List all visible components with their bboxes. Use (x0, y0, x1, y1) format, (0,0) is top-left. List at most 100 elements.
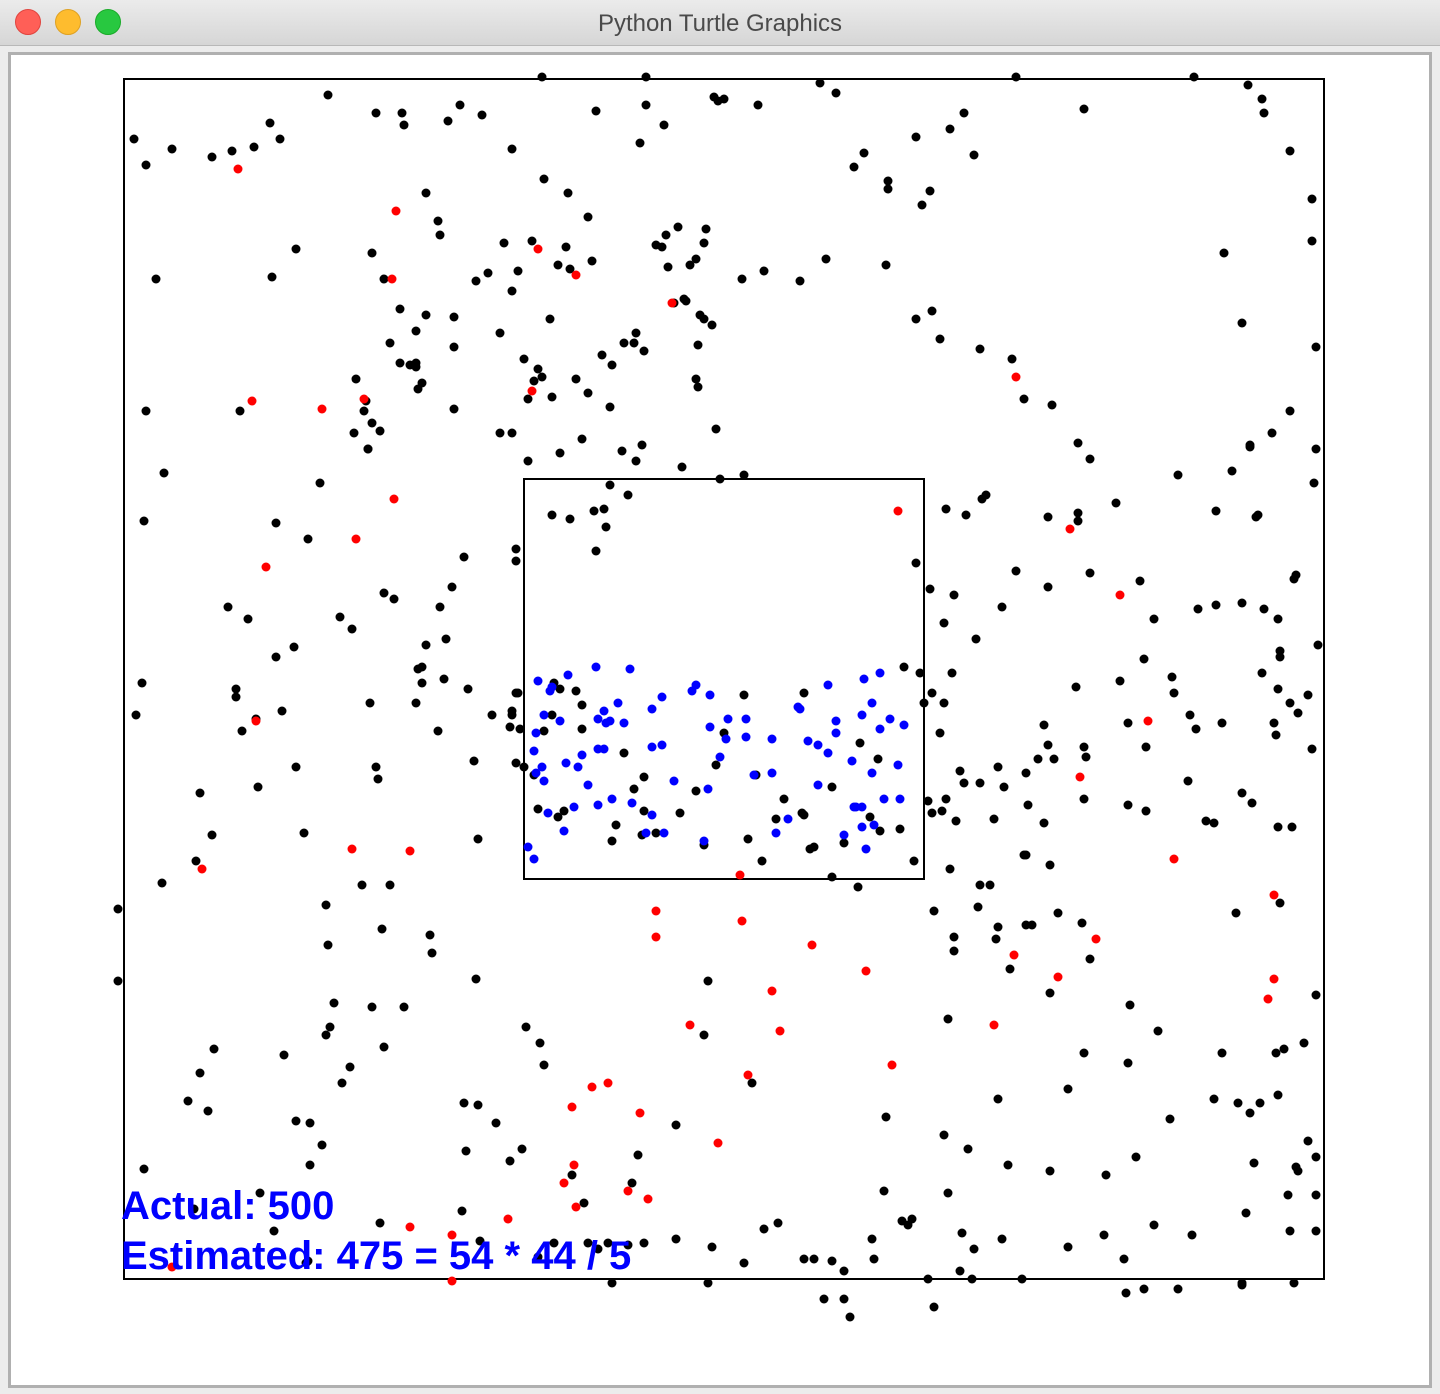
blue-dot (555, 716, 565, 726)
black-dot (443, 116, 453, 126)
black-dot (435, 230, 445, 240)
blue-dot (657, 740, 667, 750)
black-dot (555, 684, 565, 694)
black-dot (141, 160, 151, 170)
black-dot (1085, 454, 1095, 464)
black-dot (223, 602, 233, 612)
black-dot (943, 1014, 953, 1024)
black-dot (1081, 752, 1091, 762)
black-dot (641, 72, 651, 82)
black-dot (865, 812, 875, 822)
black-dot (867, 1234, 877, 1244)
black-dot (639, 1238, 649, 1248)
blue-dot (715, 752, 725, 762)
black-dot (377, 924, 387, 934)
black-dot (975, 344, 985, 354)
title-bar[interactable]: Python Turtle Graphics (0, 0, 1440, 46)
black-dot (209, 1044, 219, 1054)
red-dot (527, 386, 537, 396)
blue-dot (861, 844, 871, 854)
red-dot (559, 1178, 569, 1188)
black-dot (1021, 850, 1031, 860)
black-dot (1135, 576, 1145, 586)
black-dot (291, 762, 301, 772)
blue-dot (691, 680, 701, 690)
black-dot (1085, 954, 1095, 964)
black-dot (1299, 1038, 1309, 1048)
zoom-button[interactable] (95, 9, 121, 35)
drawing-surface: Actual: 500 Estimated: 475 = 54 * 44 / 5 (113, 72, 1325, 1322)
black-dot (943, 1188, 953, 1198)
black-dot (1141, 742, 1151, 752)
black-dot (809, 1254, 819, 1264)
blue-dot (749, 770, 759, 780)
black-dot (513, 266, 523, 276)
black-dot (547, 510, 557, 520)
black-dot (759, 1224, 769, 1234)
black-dot (795, 276, 805, 286)
black-dot (605, 480, 615, 490)
black-dot (139, 1164, 149, 1174)
blue-dot (823, 680, 833, 690)
black-dot (1011, 566, 1021, 576)
black-dot (1191, 724, 1201, 734)
blue-dot (839, 830, 849, 840)
black-dot (631, 328, 641, 338)
black-dot (1201, 816, 1211, 826)
red-dot (233, 164, 243, 174)
black-dot (289, 642, 299, 652)
black-dot (969, 150, 979, 160)
black-dot (517, 1144, 527, 1154)
blue-dot (741, 732, 751, 742)
black-dot (1247, 798, 1257, 808)
black-dot (743, 834, 753, 844)
black-dot (499, 238, 509, 248)
black-dot (379, 588, 389, 598)
red-dot (447, 1230, 457, 1240)
black-dot (1079, 1048, 1089, 1058)
black-dot (1311, 342, 1321, 352)
close-button[interactable] (15, 9, 41, 35)
black-dot (685, 260, 695, 270)
black-dot (957, 1228, 967, 1238)
black-dot (1237, 598, 1247, 608)
black-dot (113, 976, 123, 986)
black-dot (661, 230, 671, 240)
black-dot (317, 1140, 327, 1150)
blue-dot (893, 760, 903, 770)
black-dot (639, 772, 649, 782)
black-dot (367, 418, 377, 428)
black-dot (555, 448, 565, 458)
blue-dot (857, 822, 867, 832)
red-dot (635, 1108, 645, 1118)
red-dot (1143, 716, 1153, 726)
black-dot (537, 372, 547, 382)
black-dot (477, 110, 487, 120)
red-dot (623, 1186, 633, 1196)
window-title: Python Turtle Graphics (597, 10, 843, 37)
black-dot (1311, 1226, 1321, 1236)
black-dot (203, 1106, 213, 1116)
black-dot (909, 856, 919, 866)
blue-dot (813, 780, 823, 790)
black-dot (511, 556, 521, 566)
black-dot (815, 78, 825, 88)
black-dot (583, 212, 593, 222)
blue-dot (591, 662, 601, 672)
black-dot (1285, 1226, 1295, 1236)
black-dot (265, 118, 275, 128)
black-dot (495, 428, 505, 438)
black-dot (997, 1234, 1007, 1244)
black-dot (375, 426, 385, 436)
minimize-button[interactable] (55, 9, 81, 35)
black-dot (1085, 568, 1095, 578)
black-dot (1017, 1274, 1027, 1284)
black-dot (799, 1254, 809, 1264)
black-dot (641, 100, 651, 110)
red-dot (351, 534, 361, 544)
black-dot (601, 522, 611, 532)
black-dot (535, 1038, 545, 1048)
black-dot (627, 1178, 637, 1188)
black-dot (939, 618, 949, 628)
black-dot (881, 1112, 891, 1122)
